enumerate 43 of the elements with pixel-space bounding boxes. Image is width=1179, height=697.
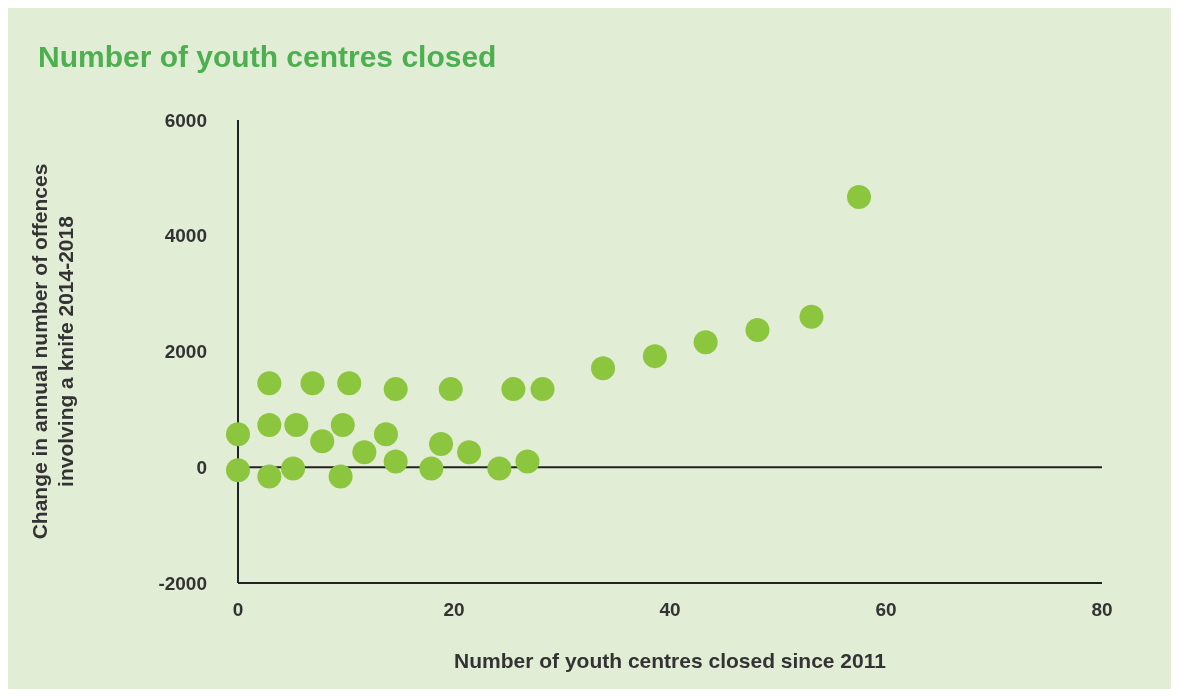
point bbox=[257, 413, 282, 437]
point bbox=[745, 318, 770, 343]
x-axis-title: Number of youth centres closed since 2011 bbox=[454, 649, 887, 672]
point bbox=[438, 377, 463, 402]
point bbox=[310, 429, 335, 454]
point bbox=[429, 432, 454, 457]
point bbox=[642, 344, 667, 369]
point bbox=[337, 371, 362, 396]
point bbox=[530, 377, 555, 402]
point bbox=[330, 413, 355, 437]
x-tick-label: 0 bbox=[232, 599, 244, 621]
point bbox=[257, 464, 282, 489]
x-tick-label: 40 bbox=[659, 599, 681, 621]
point bbox=[515, 449, 540, 474]
point bbox=[383, 377, 408, 402]
point bbox=[257, 371, 282, 396]
point bbox=[419, 456, 444, 481]
y-tick-label: 0 bbox=[196, 456, 207, 478]
y-tick-label: 4000 bbox=[164, 225, 207, 247]
point bbox=[281, 456, 306, 481]
chart-title: Number of youth centres closed bbox=[38, 40, 497, 74]
point bbox=[383, 449, 408, 474]
point bbox=[501, 377, 526, 402]
point bbox=[693, 330, 718, 355]
point bbox=[300, 371, 325, 396]
point bbox=[352, 440, 377, 465]
point bbox=[226, 458, 250, 483]
point bbox=[487, 456, 512, 481]
x-tick-label: 80 bbox=[1091, 599, 1113, 621]
point bbox=[591, 356, 616, 381]
x-tick-label: 20 bbox=[443, 599, 465, 621]
y-axis-title: Change in annual number of offences involving a knife 2014-2018 bbox=[28, 163, 77, 540]
point bbox=[457, 440, 482, 465]
point bbox=[284, 413, 309, 437]
y-tick-label: -2000 bbox=[158, 572, 207, 594]
point bbox=[328, 464, 353, 489]
y-tick-label: 6000 bbox=[164, 109, 207, 131]
point bbox=[226, 422, 250, 447]
point bbox=[799, 304, 824, 329]
y-tick-label: 2000 bbox=[164, 341, 207, 363]
x-tick-label: 60 bbox=[875, 599, 897, 621]
point bbox=[847, 184, 871, 209]
point bbox=[373, 422, 398, 447]
